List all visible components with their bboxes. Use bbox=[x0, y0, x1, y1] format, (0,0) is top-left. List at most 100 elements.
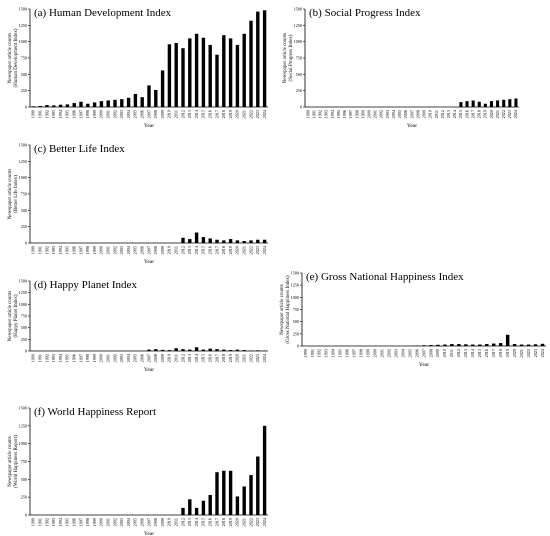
chart-title: (b) Social Progress Index bbox=[309, 7, 421, 19]
x-tick-label: 1996 bbox=[72, 110, 77, 118]
x-tick-label: 2022 bbox=[501, 110, 506, 118]
bar-2020 bbox=[235, 349, 240, 351]
x-tick-label: 1999 bbox=[92, 246, 97, 254]
x-tick-label: 2009 bbox=[160, 110, 165, 118]
x-tick-label: 2005 bbox=[407, 349, 412, 357]
bar-2023 bbox=[256, 350, 260, 351]
x-tick-label: 2011 bbox=[174, 246, 179, 254]
x-tick-label: 1990 bbox=[31, 110, 36, 118]
x-tick-label: 2021 bbox=[242, 518, 247, 526]
y-axis-title: Newspaper article counts bbox=[283, 33, 288, 84]
x-tick-label: 2011 bbox=[174, 354, 179, 362]
x-tick-label: 2012 bbox=[180, 518, 185, 526]
x-tick-label: 2012 bbox=[180, 246, 185, 254]
bar-2009 bbox=[436, 344, 440, 346]
x-tick-label: 2006 bbox=[403, 110, 408, 118]
bar-2016 bbox=[208, 495, 212, 515]
bar-2021 bbox=[242, 241, 246, 243]
bar-2024 bbox=[262, 10, 267, 108]
x-tick-label: 2006 bbox=[140, 246, 145, 254]
x-tick-label: 2015 bbox=[201, 110, 206, 118]
bar-2014 bbox=[194, 232, 199, 243]
x-tick-label: 2011 bbox=[174, 518, 179, 526]
x-tick-label: 2013 bbox=[187, 110, 192, 118]
bar-2006 bbox=[140, 97, 144, 107]
x-tick-label: 2005 bbox=[133, 354, 138, 362]
x-tick-label: 2014 bbox=[194, 353, 199, 362]
bar-1993 bbox=[52, 105, 56, 107]
x-tick-label: 2004 bbox=[126, 353, 131, 362]
y-axis-title: Newspaper article counts bbox=[8, 436, 13, 487]
bar-2014 bbox=[194, 347, 199, 351]
x-tick-label: 1997 bbox=[352, 349, 357, 357]
x-tick-label: 1990 bbox=[303, 349, 308, 357]
x-tick-label: 1992 bbox=[44, 518, 49, 526]
x-tick-label: 2018 bbox=[498, 349, 503, 357]
x-tick-label: 1996 bbox=[345, 349, 350, 357]
x-tick-label: 2011 bbox=[174, 110, 179, 118]
x-tick-label: 2012 bbox=[180, 354, 185, 362]
x-tick-label: 1990 bbox=[31, 518, 36, 526]
bar-2018 bbox=[222, 349, 226, 351]
x-tick-label: 1995 bbox=[336, 110, 341, 118]
x-tick-label: 2007 bbox=[146, 246, 151, 254]
x-tick-label: 1990 bbox=[31, 246, 36, 254]
x-tick-label: 2022 bbox=[526, 349, 531, 357]
x-tick-label: 2019 bbox=[505, 349, 510, 357]
x-tick-label: 2010 bbox=[167, 518, 172, 526]
x-tick-label: 2004 bbox=[400, 348, 405, 357]
x-tick-label: 1992 bbox=[44, 110, 49, 118]
y-axis-subtitle: (Happy Planet Index) bbox=[14, 294, 19, 337]
x-tick-label: 1993 bbox=[51, 246, 56, 254]
y-axis-subtitle: (Social Progress Index) bbox=[289, 34, 294, 81]
x-tick-label: 2010 bbox=[167, 354, 172, 362]
x-tick-label: 2021 bbox=[242, 354, 247, 362]
x-tick-label: 2017 bbox=[214, 518, 219, 526]
x-tick-label: 2002 bbox=[379, 110, 384, 118]
x-tick-label: 1998 bbox=[85, 518, 90, 526]
bar-2000 bbox=[99, 101, 104, 107]
x-tick-label: 2015 bbox=[458, 110, 463, 118]
bar-2020 bbox=[235, 496, 240, 515]
bar-2017 bbox=[471, 100, 475, 107]
x-tick-label: 2003 bbox=[119, 110, 124, 118]
bar-2004 bbox=[126, 97, 131, 107]
x-tick-label: 2014 bbox=[452, 109, 457, 118]
y-tick-label: 1500 bbox=[291, 271, 299, 276]
bar-2015 bbox=[201, 237, 206, 243]
x-tick-label: 2024 bbox=[262, 245, 267, 254]
y-tick-label: 1250 bbox=[291, 283, 299, 288]
x-tick-label: 1997 bbox=[348, 110, 353, 118]
y-axis-subtitle: (Better Life Index) bbox=[14, 175, 19, 213]
y-tick-label: 750 bbox=[21, 56, 27, 61]
x-tick-label: 2018 bbox=[221, 354, 226, 362]
bar-2020 bbox=[235, 240, 240, 243]
x-tick-label: 1994 bbox=[58, 517, 63, 526]
x-tick-label: 2020 bbox=[512, 349, 517, 357]
chart-title: (e) Gross National Happiness Index bbox=[306, 271, 464, 283]
x-tick-label: 2020 bbox=[235, 354, 240, 362]
y-tick-label: 0 bbox=[25, 105, 27, 110]
y-tick-label: 750 bbox=[293, 307, 299, 312]
bar-2021 bbox=[242, 486, 246, 515]
y-tick-label: 250 bbox=[21, 337, 27, 342]
y-tick-label: 500 bbox=[21, 208, 27, 213]
y-axis-title: Newspaper article counts bbox=[8, 33, 13, 84]
bar-2015 bbox=[459, 102, 463, 107]
y-tick-label: 750 bbox=[21, 459, 27, 464]
x-tick-label: 1994 bbox=[58, 109, 63, 118]
y-tick-label: 1000 bbox=[19, 175, 27, 180]
x-tick-label: 2020 bbox=[235, 246, 240, 254]
x-tick-label: 1993 bbox=[324, 110, 329, 118]
y-axis-title: Newspaper article counts bbox=[280, 284, 285, 335]
bar-2017 bbox=[215, 54, 219, 107]
x-tick-label: 2000 bbox=[367, 110, 372, 118]
x-tick-label: 2021 bbox=[495, 110, 500, 118]
bar-2020 bbox=[512, 344, 517, 346]
bar-2008 bbox=[429, 345, 433, 346]
x-tick-label: 2013 bbox=[187, 246, 192, 254]
x-tick-label: 2001 bbox=[379, 349, 384, 357]
y-tick-label: 1500 bbox=[19, 406, 27, 411]
y-axis-subtitle: (Gross National Happiness Index) bbox=[286, 275, 291, 344]
